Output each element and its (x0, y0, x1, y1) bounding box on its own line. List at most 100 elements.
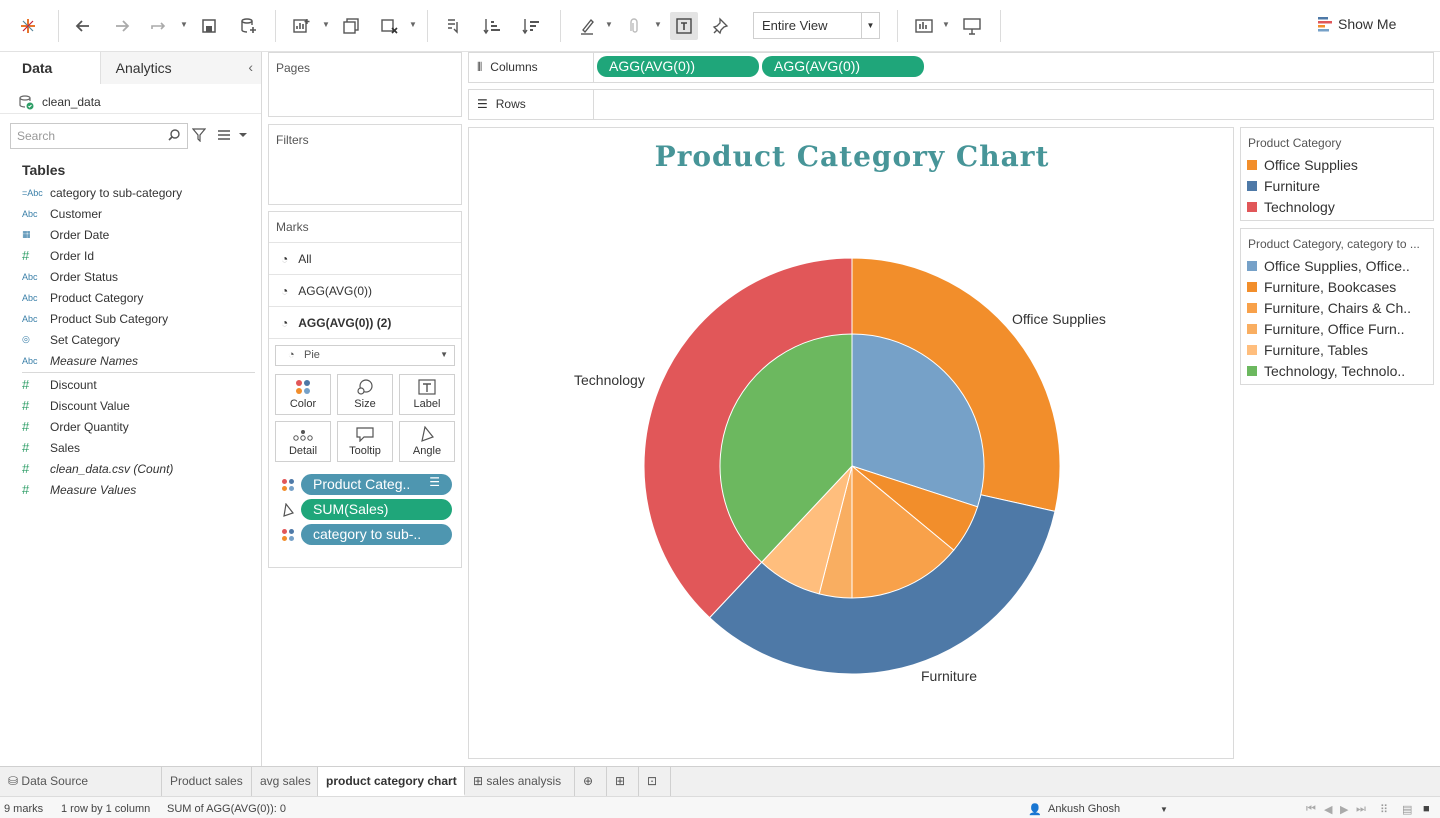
new-dashboard-tab-icon[interactable]: ⊞ (607, 767, 639, 796)
pill-category-to-sub[interactable]: category to sub-.. (301, 524, 452, 545)
columns-shelf[interactable]: ⦀ Columns AGG(AVG(0)) AGG(AVG(0)) (468, 52, 1434, 83)
field-item[interactable]: =Abc category to sub-category (0, 182, 261, 203)
show-me-button[interactable]: Show Me (1318, 16, 1396, 32)
tab-sales-analysis[interactable]: ⊞ sales analysis (465, 767, 575, 796)
marks-row-agg2[interactable]: ◔ AGG(AVG(0)) (2) (269, 306, 461, 338)
new-worksheet-icon[interactable] (287, 12, 315, 40)
legend-item[interactable]: Technology, Technolo.. (1241, 360, 1433, 381)
show-cards-caret-icon[interactable]: ▼ (942, 20, 950, 29)
marks-row-all[interactable]: ◔ All (269, 242, 461, 274)
rows-shelf[interactable]: ☰ Rows (468, 89, 1434, 120)
first-sheet-icon[interactable]: ⏮ (1306, 803, 1316, 815)
view-options-icon[interactable] (217, 128, 247, 142)
tab-data-source[interactable]: ⛁ Data Source (0, 767, 162, 796)
field-item[interactable]: Abc Product Sub Category (0, 308, 261, 329)
duplicate-icon[interactable] (337, 12, 365, 40)
save-icon[interactable] (195, 12, 223, 40)
column-pill-1[interactable]: AGG(AVG(0)) (597, 56, 759, 77)
label-button[interactable]: Label (399, 374, 455, 415)
sort-ascending-icon[interactable] (478, 12, 506, 40)
show-cards-icon[interactable] (910, 12, 938, 40)
legend-item[interactable]: Furniture (1241, 175, 1433, 196)
show-labels-icon[interactable] (670, 12, 698, 40)
label-technology: Technology (574, 372, 645, 388)
tab-product-category-chart[interactable]: product category chart (318, 767, 465, 796)
legend-item[interactable]: Furniture, Tables (1241, 339, 1433, 360)
filters-card[interactable]: Filters (268, 124, 462, 205)
angle-button[interactable]: Angle (399, 421, 455, 462)
inner-slice-furniture-chairs-ch[interactable] (851, 464, 955, 599)
color-label: Color (289, 398, 317, 410)
filmstrip-view-icon[interactable]: ▤ (1402, 804, 1413, 816)
filter-icon[interactable] (192, 128, 206, 142)
grid-view-icon[interactable]: ⠿ (1380, 804, 1389, 816)
field-item[interactable]: ◎ Set Category (0, 329, 261, 350)
field-item[interactable]: # Discount Value (0, 395, 261, 416)
user-caret-icon[interactable]: ▼ (1160, 805, 1168, 814)
field-item[interactable]: # Measure Values (0, 479, 261, 500)
last-sheet-icon[interactable]: ⏭ (1356, 803, 1366, 815)
inner-slice-office-supplies-office[interactable] (851, 333, 985, 508)
pill-product-category[interactable]: Product Categ.. ☰ (301, 474, 452, 495)
new-worksheet-caret-icon[interactable]: ▼ (322, 20, 330, 29)
highlight-icon[interactable] (573, 12, 601, 40)
size-button[interactable]: Size (337, 374, 393, 415)
redo-icon[interactable] (108, 12, 136, 40)
swap-icon[interactable] (439, 12, 467, 40)
field-item[interactable]: ▦ Order Date (0, 224, 261, 245)
field-item[interactable]: # Sales (0, 437, 261, 458)
field-item[interactable]: # Order Quantity (0, 416, 261, 437)
highlight-caret-icon[interactable]: ▼ (605, 20, 613, 29)
prev-sheet-icon[interactable]: ◀ (1324, 804, 1333, 816)
tab-analytics[interactable]: Analytics ‹ (99, 52, 261, 84)
new-worksheet-tab-icon[interactable]: ⊕ (575, 767, 607, 796)
column-pill-2[interactable]: AGG(AVG(0)) (762, 56, 924, 77)
new-datasource-icon[interactable] (234, 12, 262, 40)
sort-descending-icon[interactable] (517, 12, 545, 40)
field-item[interactable]: # Order Id (0, 245, 261, 266)
fix-axes-pin-icon[interactable] (707, 12, 735, 40)
pie-chart[interactable]: Office Supplies Technology Furniture (469, 128, 1235, 760)
legend-item[interactable]: Technology (1241, 196, 1433, 217)
replay-icon[interactable] (145, 12, 173, 40)
next-sheet-icon[interactable]: ▶ (1340, 804, 1349, 816)
tooltip-button[interactable]: Tooltip (337, 421, 393, 462)
sheet-tabs: ⛁ Data Source Product sales avg sales pr… (0, 766, 1440, 796)
tableau-logo-icon[interactable] (14, 12, 42, 40)
group-caret-icon[interactable]: ▼ (654, 20, 662, 29)
marks-row-agg1[interactable]: ◔ AGG(AVG(0)) (269, 274, 461, 306)
tab-view-icon[interactable]: ■ (1423, 803, 1430, 815)
field-item[interactable]: # clean_data.csv (Count) (0, 458, 261, 479)
field-item[interactable]: Abc Measure Names (0, 350, 261, 371)
legend-item[interactable]: Furniture, Office Furn.. (1241, 318, 1433, 339)
group-icon[interactable] (620, 12, 648, 40)
tab-product-sales[interactable]: Product sales (162, 767, 252, 796)
presentation-mode-icon[interactable] (958, 12, 986, 40)
field-item[interactable]: Abc Customer (0, 203, 261, 224)
status-user[interactable]: Ankush Ghosh (1048, 803, 1121, 815)
tab-data[interactable]: Data (0, 52, 100, 84)
detail-button[interactable]: Detail (275, 421, 331, 462)
collapse-pane-icon[interactable]: ‹ (248, 59, 253, 75)
field-item[interactable]: # Discount (0, 374, 261, 395)
datasource-row[interactable]: clean_data (0, 84, 261, 114)
legend-item[interactable]: Furniture, Bookcases (1241, 276, 1433, 297)
replay-caret-icon[interactable]: ▼ (180, 20, 188, 29)
new-story-tab-icon[interactable]: ⊡ (639, 767, 671, 796)
field-item[interactable]: Abc Order Status (0, 266, 261, 287)
fit-dropdown[interactable]: Entire View ▼ (753, 12, 880, 39)
pill-sum-sales[interactable]: SUM(Sales) (301, 499, 452, 520)
clear-sheet-icon[interactable] (375, 12, 403, 40)
legend-item[interactable]: Office Supplies, Office.. (1241, 255, 1433, 276)
clear-caret-icon[interactable]: ▼ (409, 20, 417, 29)
search-input[interactable]: Search (10, 123, 188, 149)
pages-card[interactable]: Pages (268, 52, 462, 117)
field-item[interactable]: Abc Product Category (0, 287, 261, 308)
undo-icon[interactable] (69, 12, 97, 40)
mark-type-dropdown[interactable]: ◔ Pie ▼ (275, 345, 455, 366)
color-button[interactable]: Color (275, 374, 331, 415)
legend-item[interactable]: Office Supplies (1241, 154, 1433, 175)
inner-slice-technology-technolo[interactable] (719, 333, 853, 563)
tab-avg-sales[interactable]: avg sales (252, 767, 318, 796)
legend-item[interactable]: Furniture, Chairs & Ch.. (1241, 297, 1433, 318)
